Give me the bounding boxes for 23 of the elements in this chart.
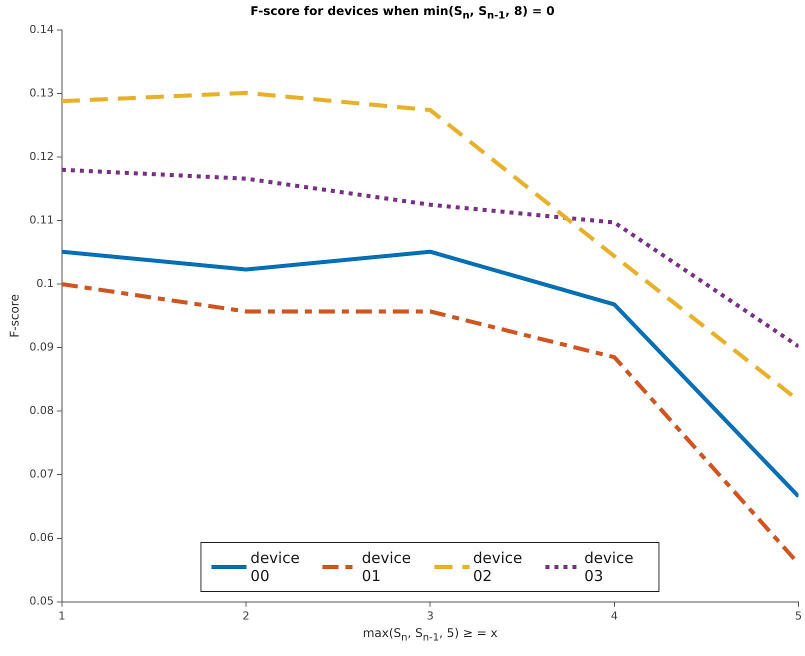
y-tick-label: 0.09 <box>29 340 54 354</box>
y-tick-label: 0.12 <box>29 150 54 163</box>
legend-label: device 02 <box>472 548 524 585</box>
y-tick-label: 0.06 <box>29 531 54 544</box>
y-tick-label: 0.1 <box>36 276 54 290</box>
y-tick-label: 0.11 <box>29 213 54 226</box>
x-tick-label: 3 <box>426 609 434 622</box>
y-tick-label: 0.08 <box>29 404 54 418</box>
y-axis-title: F-score <box>7 294 22 338</box>
legend-label: device 01 <box>362 548 412 585</box>
line-series <box>62 168 798 348</box>
y-tick-label: 0.13 <box>29 86 54 100</box>
y-tick-label: 0.07 <box>29 468 54 481</box>
chart-title: F-score for devices when min(S$_{n}$, S$_{n-1}$, 8) = 0 <box>249 4 556 22</box>
x-tick-label: 5 <box>795 609 802 622</box>
x-tick-label: 1 <box>58 609 66 622</box>
y-tick-label: 0.05 <box>29 594 54 608</box>
x-tick-label: 4 <box>610 609 618 622</box>
x-tick-label: 2 <box>242 609 250 622</box>
x-axis-title: max(S$_{n}$, S$_{n-1}$, 5) ≥ = x <box>362 626 499 644</box>
legend-label: device 03 <box>584 548 635 585</box>
y-tick-label: 0.14 <box>29 22 54 36</box>
legend-label: device 00 <box>250 548 301 585</box>
